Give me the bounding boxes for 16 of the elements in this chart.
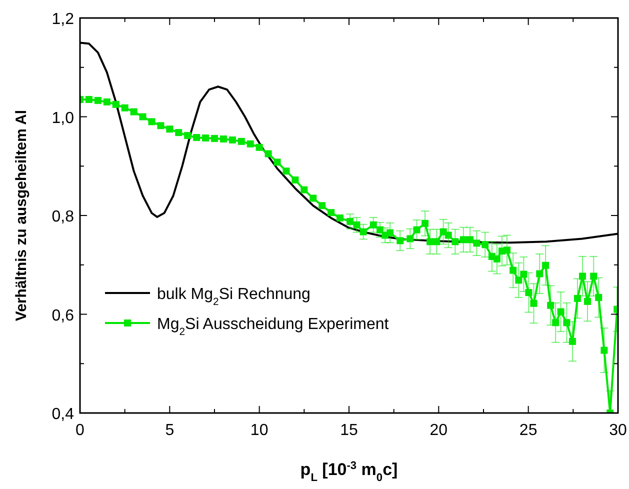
y-tick-label: 1,0 xyxy=(52,110,74,127)
y-tick-label: 0,6 xyxy=(52,307,74,324)
legend-label: bulk Mg$_{2}$Si Rechnung xyxy=(157,286,310,308)
x-axis-title: p$_{L}$ [10$^{-3}$ m$_{0}$c] xyxy=(300,460,398,484)
legend-label: Mg$_{2}$Si Ausscheidung Experiment xyxy=(157,316,390,338)
y-axis-title: Verhältnis zu ausgeheiltem Al xyxy=(13,110,30,322)
x-tick-label: 15 xyxy=(340,422,358,439)
x-tick-label: 30 xyxy=(609,422,627,439)
x-tick-label: 5 xyxy=(165,422,174,439)
x-tick-label: 20 xyxy=(430,422,448,439)
x-tick-label: 25 xyxy=(519,422,538,439)
y-tick-label: 0,4 xyxy=(52,406,74,423)
y-tick-label: 0,8 xyxy=(52,208,74,226)
x-tick-label: 10 xyxy=(250,422,268,439)
x-tick-label: 0 xyxy=(76,422,85,439)
y-tick-label: 1,2 xyxy=(52,11,74,28)
